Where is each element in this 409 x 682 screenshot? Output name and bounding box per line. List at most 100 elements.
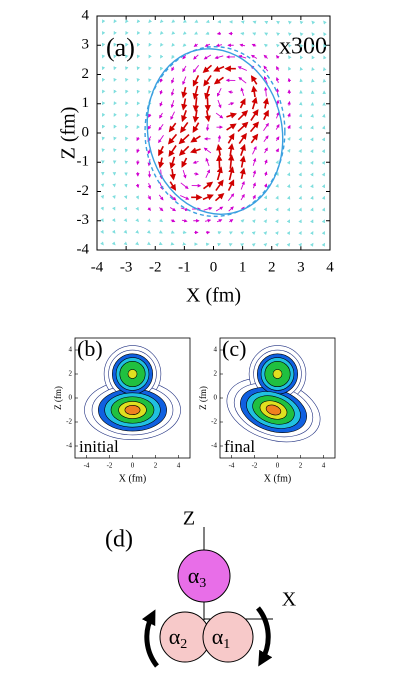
vector-arrow — [125, 89, 129, 94]
vector-arrow — [275, 111, 280, 119]
vector-arrow — [204, 43, 211, 47]
vector-arrow — [204, 85, 211, 100]
vector-arrow — [193, 43, 198, 47]
vector-arrow — [136, 66, 141, 71]
y-tick-label: -4 — [211, 442, 217, 450]
vector-arrow — [287, 136, 291, 141]
vector-arrow — [250, 54, 258, 59]
caption: final — [224, 437, 255, 456]
vector-arrow — [215, 206, 224, 212]
vector-arrow — [275, 76, 280, 84]
vector-arrow — [136, 101, 141, 106]
vector-arrow — [228, 102, 235, 106]
vector-arrow — [113, 112, 117, 117]
vector-arrow — [159, 66, 164, 71]
vector-arrow — [113, 101, 117, 106]
cluster-symbol: α — [188, 563, 200, 588]
y-tick-label: -1 — [77, 154, 90, 170]
vector-arrow — [310, 125, 314, 130]
vector-arrow — [125, 19, 129, 24]
vector-arrow — [136, 19, 141, 24]
vector-arrow — [286, 207, 291, 212]
vector-arrow — [146, 241, 151, 246]
vector-arrow — [178, 145, 190, 156]
vector-arrow — [299, 43, 304, 48]
vector-arrow — [136, 54, 141, 59]
y-tick-label: -2 — [211, 418, 217, 426]
vector-arrow — [169, 194, 177, 201]
surface-final — [146, 48, 284, 215]
vector-arrow — [148, 113, 152, 118]
vector-arrow — [217, 231, 222, 235]
vector-arrow — [158, 241, 163, 245]
vector-arrow — [263, 65, 269, 72]
y-tick-label: 0 — [69, 394, 73, 402]
vector-arrow — [299, 20, 304, 25]
vector-arrow — [190, 147, 201, 154]
vector-arrow — [288, 66, 292, 71]
vector-arrow — [136, 113, 141, 118]
vector-arrow — [263, 135, 269, 143]
vector-arrow — [158, 230, 163, 234]
vector-arrow — [159, 112, 163, 119]
vector-arrow — [217, 242, 222, 247]
vector-arrow — [310, 160, 314, 165]
cluster-3 — [177, 549, 231, 603]
vector-arrow — [182, 76, 187, 86]
vector-arrow — [310, 219, 314, 224]
vector-arrow — [125, 30, 129, 35]
y-tick-label: 0 — [82, 124, 90, 140]
vector-arrow — [264, 32, 269, 36]
vector-arrow — [250, 109, 259, 121]
vector-arrow — [147, 218, 151, 223]
vector-arrow — [228, 231, 233, 235]
vector-arrow — [298, 231, 302, 236]
vector-arrow — [298, 172, 302, 177]
vector-arrow — [148, 19, 153, 24]
vector-arrow — [310, 195, 314, 200]
vector-arrow — [286, 172, 291, 177]
vector-arrow — [263, 43, 268, 48]
vector-arrow — [136, 42, 141, 47]
vector-arrow — [147, 195, 151, 200]
vector-arrow — [298, 207, 302, 212]
vector-arrow — [286, 242, 291, 247]
vector-arrow — [310, 184, 314, 189]
vector-arrow — [203, 181, 214, 190]
caption: initial — [79, 437, 119, 456]
vector-arrow — [135, 195, 139, 200]
vector-arrow — [148, 30, 153, 35]
vector-arrow — [227, 133, 235, 144]
vector-arrow — [276, 20, 281, 25]
vector-arrow — [135, 206, 139, 211]
vector-arrow — [182, 169, 187, 179]
vector-arrow — [168, 145, 177, 157]
cluster-index: 1 — [223, 637, 230, 652]
vector-arrow — [135, 218, 139, 223]
vector-arrow — [113, 66, 117, 71]
y-tick-label: 4 — [82, 7, 90, 23]
vector-arrow — [203, 147, 212, 154]
vector-arrow — [113, 54, 117, 59]
contour-lobe — [272, 369, 283, 379]
vector-arrow — [158, 145, 164, 157]
y-tick-label: -2 — [66, 418, 72, 426]
vector-arrow — [146, 229, 151, 234]
vector-arrow — [252, 146, 257, 155]
vector-arrow — [158, 123, 164, 131]
x-tick-label: -2 — [252, 462, 258, 470]
vector-arrow — [321, 230, 325, 235]
vector-arrow — [311, 55, 315, 60]
vector-arrow — [238, 54, 247, 59]
vector-arrow — [250, 75, 258, 85]
vector-arrow — [123, 218, 128, 223]
y-axis-label: Z (fm) — [53, 386, 63, 410]
vector-arrow — [229, 219, 234, 223]
vector-arrow — [136, 125, 140, 130]
vector-arrow — [170, 111, 175, 120]
vector-arrow — [180, 182, 189, 190]
vector-arrow — [214, 192, 225, 202]
vector-arrow — [321, 149, 325, 154]
vector-arrow — [160, 54, 164, 59]
cluster-1 — [202, 611, 254, 663]
